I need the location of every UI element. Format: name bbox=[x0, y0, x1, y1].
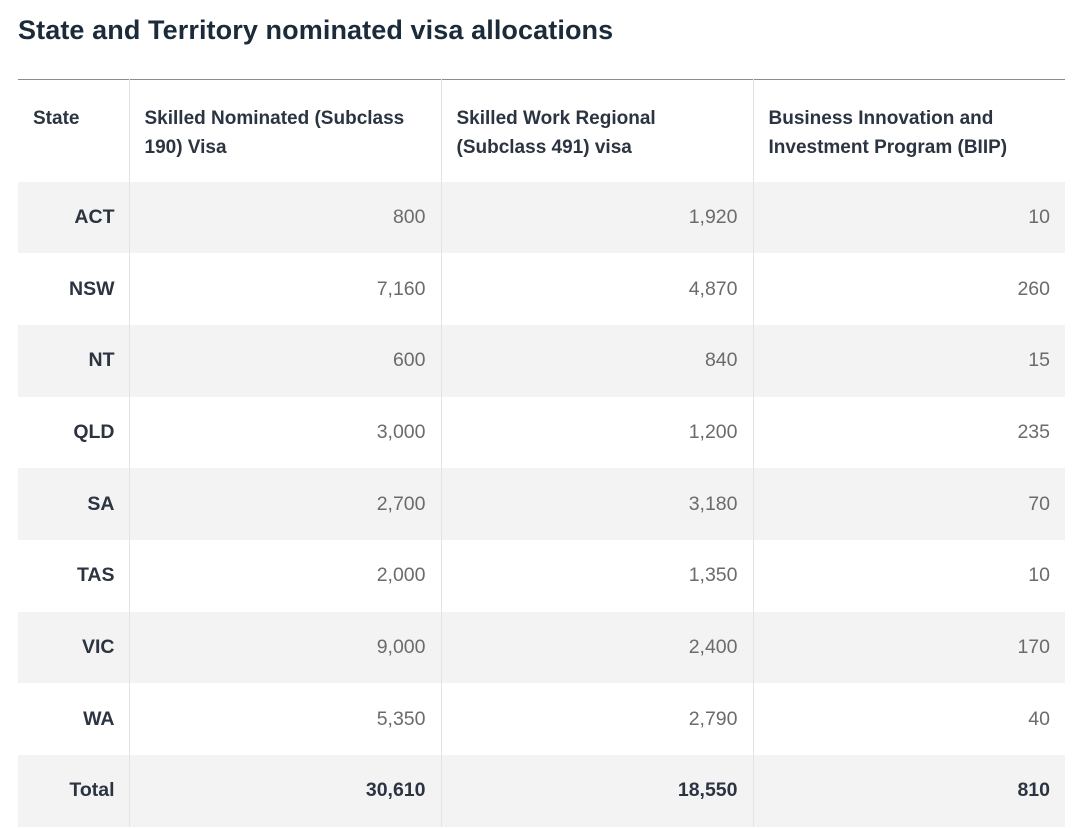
biip-cell: 40 bbox=[752, 683, 1065, 755]
subclass-190-cell: 2,700 bbox=[128, 468, 441, 540]
state-cell: QLD bbox=[18, 396, 129, 469]
header-row: State Skilled Nominated (Subclass 190) V… bbox=[18, 79, 1065, 182]
header-subclass-491: Skilled Work Regional (Subclass 491) vis… bbox=[440, 79, 753, 182]
subclass-491-cell: 2,400 bbox=[440, 611, 753, 684]
table-row: SA 2,700 3,180 70 bbox=[18, 468, 1065, 540]
total-subclass-491: 18,550 bbox=[440, 755, 753, 827]
subclass-491-cell: 4,870 bbox=[440, 253, 753, 325]
biip-cell: 10 bbox=[752, 539, 1065, 612]
table-row: NT 600 840 15 bbox=[18, 324, 1065, 397]
table-body: ACT 800 1,920 10 NSW 7,160 4,870 260 NT … bbox=[18, 181, 1065, 827]
subclass-491-cell: 2,790 bbox=[440, 683, 753, 755]
biip-cell: 70 bbox=[752, 468, 1065, 540]
biip-cell: 15 bbox=[752, 324, 1065, 397]
subclass-491-cell: 3,180 bbox=[440, 468, 753, 540]
state-cell: WA bbox=[18, 683, 129, 755]
state-cell: VIC bbox=[18, 611, 129, 684]
subclass-491-cell: 1,920 bbox=[440, 181, 753, 254]
total-label: Total bbox=[18, 755, 129, 827]
table-row: QLD 3,000 1,200 235 bbox=[18, 396, 1065, 469]
header-biip: Business Innovation and Investment Progr… bbox=[752, 79, 1065, 182]
subclass-190-cell: 7,160 bbox=[128, 253, 441, 325]
table-header: State Skilled Nominated (Subclass 190) V… bbox=[18, 79, 1065, 182]
subclass-491-cell: 840 bbox=[440, 324, 753, 397]
table-row: WA 5,350 2,790 40 bbox=[18, 683, 1065, 755]
state-cell: ACT bbox=[18, 181, 129, 254]
state-cell: NSW bbox=[18, 253, 129, 325]
subclass-190-cell: 2,000 bbox=[128, 539, 441, 612]
subclass-190-cell: 3,000 bbox=[128, 396, 441, 469]
subclass-190-cell: 9,000 bbox=[128, 611, 441, 684]
biip-cell: 10 bbox=[752, 181, 1065, 254]
biip-cell: 235 bbox=[752, 396, 1065, 469]
table-row: VIC 9,000 2,400 170 bbox=[18, 611, 1065, 684]
total-biip: 810 bbox=[752, 755, 1065, 827]
subclass-491-cell: 1,350 bbox=[440, 539, 753, 612]
subclass-190-cell: 800 bbox=[128, 181, 441, 254]
allocations-table: State Skilled Nominated (Subclass 190) V… bbox=[18, 79, 1065, 827]
state-cell: NT bbox=[18, 324, 129, 397]
total-subclass-190: 30,610 bbox=[128, 755, 441, 827]
subclass-190-cell: 5,350 bbox=[128, 683, 441, 755]
subclass-190-cell: 600 bbox=[128, 324, 441, 397]
page-title: State and Territory nominated visa alloc… bbox=[18, 15, 614, 45]
subclass-491-cell: 1,200 bbox=[440, 396, 753, 469]
biip-cell: 260 bbox=[752, 253, 1065, 325]
header-state: State bbox=[18, 79, 129, 182]
allocations-table-container: State Skilled Nominated (Subclass 190) V… bbox=[18, 79, 1065, 827]
table-row: ACT 800 1,920 10 bbox=[18, 181, 1065, 254]
state-cell: TAS bbox=[18, 539, 129, 612]
table-row: NSW 7,160 4,870 260 bbox=[18, 253, 1065, 325]
table-row: TAS 2,000 1,350 10 bbox=[18, 539, 1065, 612]
total-row: Total 30,610 18,550 810 bbox=[18, 755, 1065, 827]
header-subclass-190: Skilled Nominated (Subclass 190) Visa bbox=[128, 79, 441, 182]
state-cell: SA bbox=[18, 468, 129, 540]
biip-cell: 170 bbox=[752, 611, 1065, 684]
